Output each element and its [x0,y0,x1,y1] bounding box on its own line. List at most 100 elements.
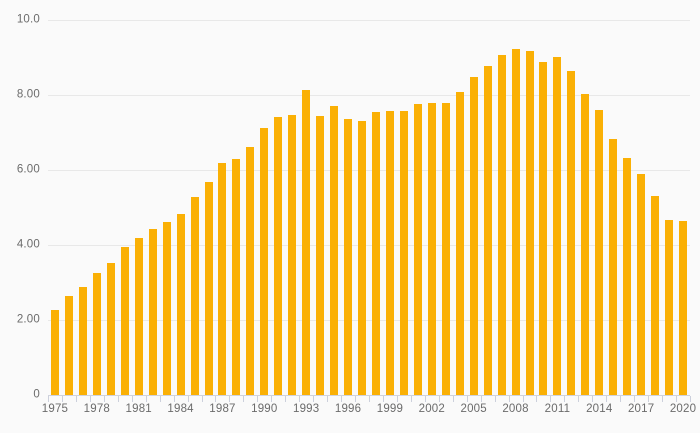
bar[interactable] [120,246,129,395]
y-tick-label: 4.00 [16,238,40,251]
x-tick-mark [118,396,119,402]
bar[interactable] [637,173,646,395]
bar[interactable] [609,138,618,395]
x-tick-mark [132,396,133,402]
x-tick-mark [509,396,510,402]
x-tick-mark [76,396,77,402]
x-tick-mark [564,396,565,402]
x-tick-mark [355,396,356,402]
bar[interactable] [623,158,632,395]
bar[interactable] [232,158,241,395]
x-tick-label: 2002 [418,403,445,415]
bar[interactable] [106,263,115,395]
y-tick-label: 6.00 [16,163,40,176]
bar[interactable] [134,237,143,395]
x-tick-mark [257,396,258,402]
x-tick-mark [690,396,691,402]
x-tick-mark [439,396,440,402]
x-tick-label: 2011 [544,403,571,415]
x-tick-label: 1984 [167,403,194,415]
y-tick-label: 10.0 [16,13,40,26]
x-tick-mark [648,396,649,402]
x-tick-mark [48,396,49,402]
y-tick-label: 0 [33,388,40,401]
x-tick-mark [620,396,621,402]
x-tick-mark [606,396,607,402]
gridline-8.00 [48,95,690,96]
x-tick-mark [369,396,370,402]
bar[interactable] [595,110,604,395]
bar[interactable] [511,49,520,395]
bar[interactable] [148,229,157,395]
bar[interactable] [483,66,492,395]
x-tick-mark [550,396,551,402]
bar[interactable] [371,111,380,395]
bar[interactable] [302,90,311,395]
x-tick-mark [536,396,537,402]
bar[interactable] [64,295,73,395]
bar[interactable] [344,119,353,395]
x-tick-mark [327,396,328,402]
bar[interactable] [525,51,534,395]
bar[interactable] [316,115,325,395]
x-tick-mark [271,396,272,402]
bar[interactable] [246,146,255,395]
gridline-2.00 [48,320,690,321]
x-tick-mark [578,396,579,402]
bar[interactable] [539,62,548,395]
x-tick-mark [662,396,663,402]
bar[interactable] [427,102,436,395]
x-tick-mark [160,396,161,402]
bar[interactable] [92,273,101,395]
x-tick-label: 1975 [41,403,69,415]
bar[interactable] [497,54,506,395]
x-tick-label: 2014 [586,403,613,415]
bar[interactable] [441,103,450,395]
x-tick-mark [299,396,300,402]
bar[interactable] [218,163,227,395]
x-axis-line [48,395,690,396]
x-tick-label: 1987 [209,403,236,415]
x-tick-mark [397,396,398,402]
x-tick-mark [313,396,314,402]
gridline-10.0 [48,20,690,21]
x-tick-mark [523,396,524,402]
bar[interactable] [260,128,269,395]
bar[interactable] [455,92,464,395]
bar[interactable] [78,287,87,395]
x-tick-mark [634,396,635,402]
bar[interactable] [553,56,562,395]
bar[interactable] [679,221,688,395]
bar[interactable] [204,182,213,395]
bar[interactable] [413,104,422,395]
bar[interactable] [176,213,185,395]
bar[interactable] [581,93,590,395]
x-tick-mark [174,396,175,402]
bar[interactable] [50,309,59,395]
x-tick-mark [285,396,286,402]
x-tick-mark [383,396,384,402]
bar[interactable] [274,116,283,395]
x-tick-mark [90,396,91,402]
bar[interactable] [469,77,478,395]
x-tick-mark [592,396,593,402]
x-tick-label: 1993 [292,403,320,415]
bar[interactable] [399,111,408,395]
bar[interactable] [665,219,674,395]
bar[interactable] [162,221,171,395]
x-tick-label: 1999 [376,403,404,415]
bar[interactable] [567,71,576,395]
bar[interactable] [330,105,339,395]
x-tick-mark [215,396,216,402]
x-tick-label: 1978 [83,403,111,415]
bar[interactable] [190,197,199,395]
bar[interactable] [288,114,297,395]
x-tick-label: 1996 [334,403,362,415]
bar[interactable] [358,120,367,395]
bar-series [48,20,690,395]
gridline-4.00 [48,245,690,246]
bar[interactable] [385,110,394,395]
x-tick-mark [425,396,426,402]
x-tick-mark [481,396,482,402]
bar[interactable] [651,196,660,395]
